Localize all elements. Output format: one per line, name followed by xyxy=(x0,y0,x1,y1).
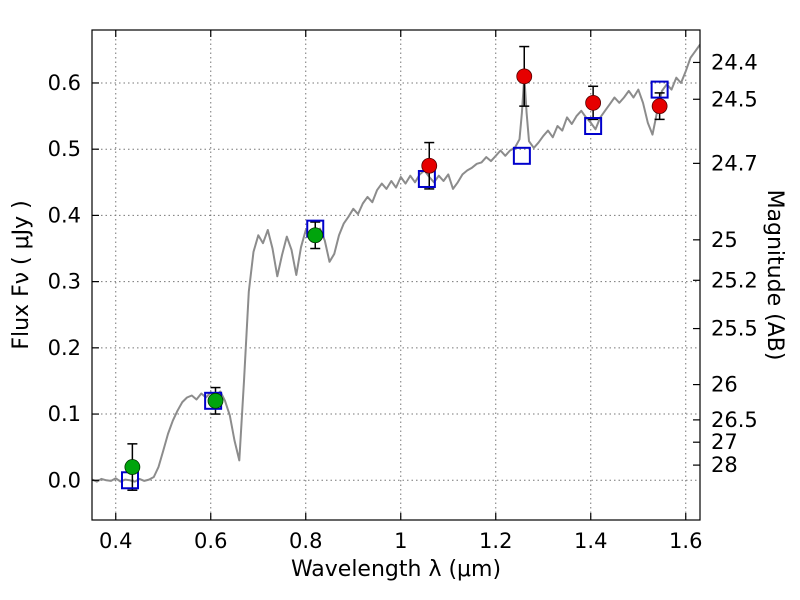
gridlines xyxy=(92,30,700,520)
y-axis-label-right: Magnitude (AB) xyxy=(762,190,787,361)
model-photometry-point xyxy=(512,146,531,165)
magnitude-tick-label: 26.5 xyxy=(711,408,758,432)
tick-labels: 0.4 0.6 0.8 1 1.2 1.4 1.6 0.0 0.1 0.2 0.3 0.4 0.5 0.6… xyxy=(48,50,758,553)
observed-photometry-infrared-point xyxy=(651,98,668,115)
axis-ticks xyxy=(92,30,700,520)
magnitude-tick-label: 26 xyxy=(711,373,738,397)
data-series xyxy=(92,44,700,491)
y-axis-label-left: Flux Fν ( μJy ) xyxy=(9,200,34,349)
x-axis-label: Wavelength λ (μm) xyxy=(291,557,501,582)
x-tick-label: 1 xyxy=(394,529,407,553)
model-photometry-point xyxy=(584,117,603,136)
observed-photometry-optical-point xyxy=(307,227,324,244)
x-tick-label: 1.6 xyxy=(669,529,702,553)
magnitude-tick-label: 27 xyxy=(711,430,738,454)
observed-photometry-infrared-point xyxy=(421,157,438,174)
observed-photometry-infrared-point xyxy=(585,94,602,111)
magnitude-tick-label: 24.7 xyxy=(711,151,758,175)
x-tick-label: 0.8 xyxy=(289,529,322,553)
x-tick-label: 1.2 xyxy=(479,529,512,553)
plot-border xyxy=(91,29,701,521)
magnitude-tick-label: 28 xyxy=(711,453,738,477)
observed-photometry-optical-point xyxy=(124,459,141,475)
y-tick-label: 0.6 xyxy=(48,71,81,95)
magnitude-tick-label: 24.5 xyxy=(711,87,758,111)
observed-photometry-optical-point xyxy=(207,392,224,409)
model-spectrum xyxy=(92,44,700,483)
observed-photometry-infrared-point xyxy=(516,68,533,85)
y-tick-label: 0.1 xyxy=(48,402,81,426)
y-tick-label: 0.3 xyxy=(48,270,81,294)
y-tick-label: 0.5 xyxy=(48,137,81,161)
magnitude-tick-label: 25.2 xyxy=(711,268,758,292)
x-tick-label: 0.4 xyxy=(99,529,132,553)
y-tick-label: 0.0 xyxy=(48,468,81,492)
y-tick-label: 0.2 xyxy=(48,336,81,360)
magnitude-tick-label: 25.5 xyxy=(711,317,758,341)
magnitude-tick-label: 24.4 xyxy=(711,50,758,74)
x-tick-label: 1.4 xyxy=(574,529,607,553)
y-tick-label: 0.4 xyxy=(48,203,81,227)
model-photometry-point xyxy=(650,80,669,99)
magnitude-tick-label: 25 xyxy=(711,228,738,252)
x-tick-label: 0.6 xyxy=(194,529,227,553)
